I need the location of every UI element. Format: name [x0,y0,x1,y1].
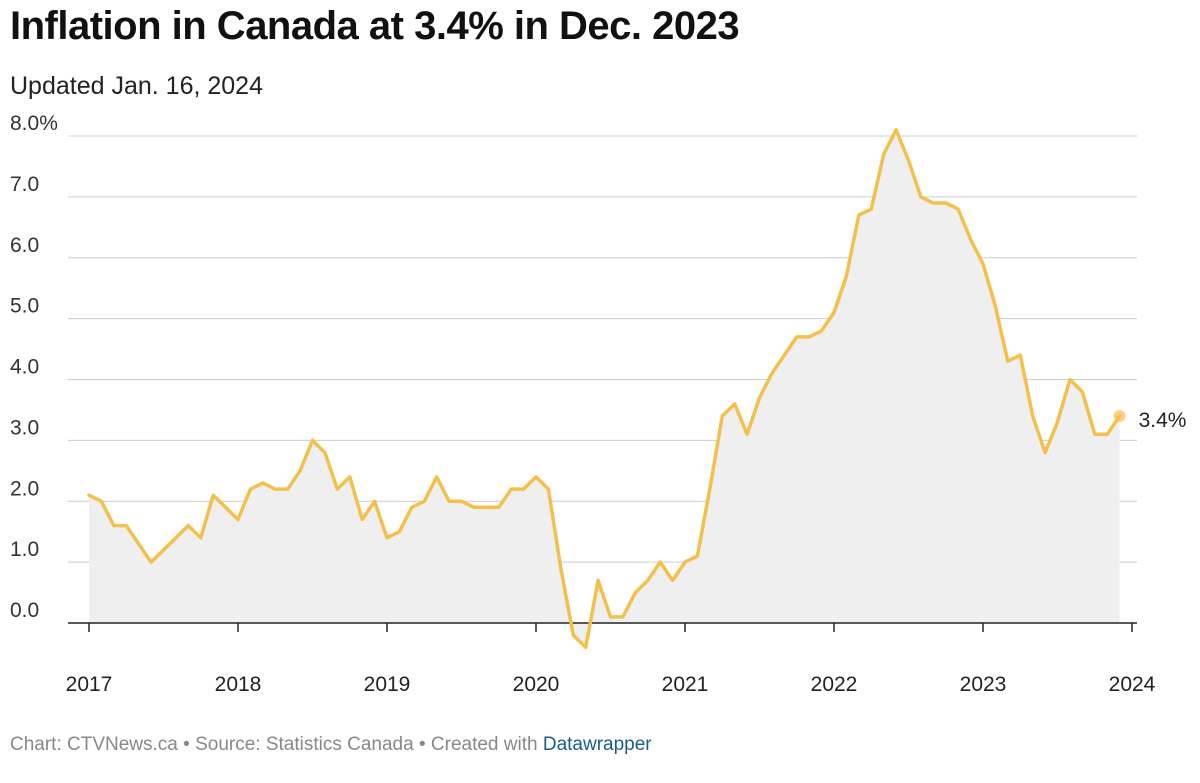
y-tick-label: 1.0 [10,538,39,561]
x-tick-label: 2020 [513,673,560,696]
y-tick-label: 6.0 [10,234,39,257]
inflation-line [87,128,1122,650]
datawrapper-link[interactable]: Datawrapper [542,734,652,755]
chart-footer: Chart: CTVNews.ca • Source: Statistics C… [10,734,652,756]
y-tick-label: 4.0 [10,356,39,379]
x-tick-label: 2021 [662,673,709,696]
end-value-label: 3.4% [1139,409,1187,432]
y-tick-label: 0.0 [10,599,39,622]
end-point-marker [1113,410,1126,423]
inflation-chart: 8.0%7.06.05.04.03.02.01.00.0 2017 2018 201… [10,112,1187,696]
y-tick-label: 7.0 [10,173,39,196]
x-tick-label: 2023 [960,673,1007,696]
y-tick-label: 8.0% [10,112,58,135]
y-axis-ticks: 8.0% 7.0 6.0 5.0 4.0 3.0 2.0 1.0 0.0 [10,112,58,622]
x-tick-label: 2022 [811,673,858,696]
y-tick-label: 5.0 [10,295,39,318]
area-fill [89,129,1120,648]
chart-title: Inflation in Canada at 3.4% in Dec. 2023 [10,4,740,48]
x-tick-label: 2018 [215,673,262,696]
x-tick-label: 2024 [1109,673,1156,696]
y-tick-label: 3.0 [10,416,39,439]
chart-subtitle: Updated Jan. 16, 2024 [10,72,263,100]
y-tick-label: 2.0 [10,477,39,500]
x-axis-ticks: 2017 2018 2019 2020 2021 2022 2023 2024 [66,623,1156,696]
x-tick-label: 2017 [66,673,113,696]
footer-credit: Chart: CTVNews.ca • Source: Statistics C… [10,734,543,755]
x-tick-label: 2019 [364,673,411,696]
